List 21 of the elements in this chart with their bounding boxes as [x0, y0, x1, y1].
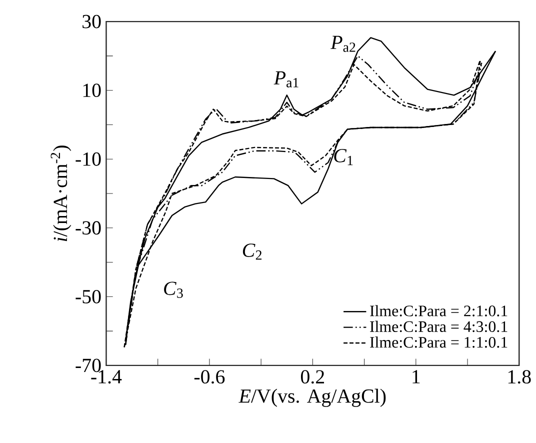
x-tick-label: 0.2 [300, 370, 324, 384]
y-tick-label: 30 [82, 14, 101, 28]
annotation: C$_{1}$ [334, 148, 353, 166]
annotation: P$_{a2}$ [330, 36, 356, 52]
x-tick-label: -0.6 [194, 370, 225, 384]
y-axis-title: i/(mA·cm$^{-2}$) [50, 146, 72, 242]
y-tick-label: -30 [76, 221, 101, 235]
annotation: C$_{2}$ [242, 244, 262, 260]
annotation: C$_{3}$ [164, 282, 183, 298]
y-tick-label: -50 [76, 290, 101, 304]
legend-label: Ilme:C:Para = 1:1:0.1 [370, 336, 508, 348]
x-axis-title: E/V(vs. Ag/AgCl) [238, 388, 386, 407]
y-tick-label: -70 [76, 358, 101, 372]
x-tick-label: 1.8 [508, 370, 531, 384]
annotation: P$_{a1}$ [274, 71, 298, 88]
x-tick-label: -1.4 [91, 370, 122, 384]
y-tick-label: 10 [83, 84, 101, 98]
legend-label: Ilme:C:Para = 4:3:0.1 [370, 320, 508, 332]
y-tick-label: -10 [76, 152, 101, 166]
legend-label: Ilme:C:Para = 2:1:0.1 [370, 305, 508, 316]
x-tick-label: 1 [412, 370, 420, 384]
